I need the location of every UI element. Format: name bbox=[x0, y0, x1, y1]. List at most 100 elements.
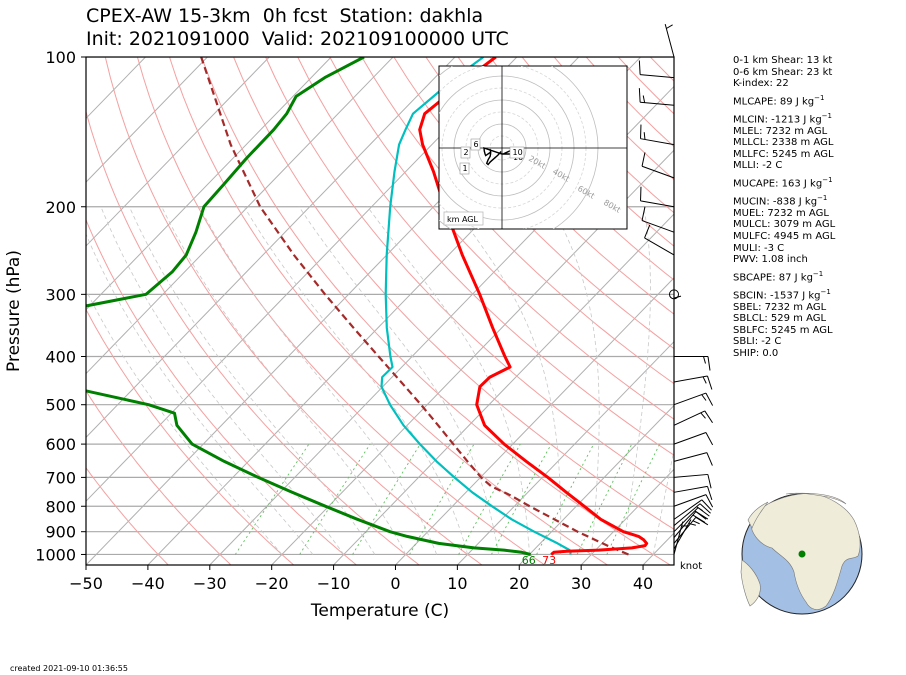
wind-barb-full bbox=[705, 432, 714, 446]
y-tick-label: 1000 bbox=[35, 545, 76, 564]
wind-barb-staff bbox=[641, 220, 675, 233]
wind-barb-staff bbox=[673, 431, 707, 445]
mixing-ratio-line bbox=[491, 443, 552, 555]
hodograph-inset: 1020kt40kt60kt80kt12610km AGL bbox=[438, 65, 628, 230]
x-tick-label: −30 bbox=[193, 574, 227, 593]
wind-barb bbox=[673, 503, 711, 526]
chart-title-line2: Init: 2021091000 Valid: 202109100000 UTC bbox=[86, 28, 509, 50]
wind-barb-full bbox=[705, 494, 714, 508]
stability-indices: 0-1 km Shear: 13 kt 0-6 km Shear: 23 kt K-… bbox=[733, 55, 835, 360]
x-tick-label: 0 bbox=[390, 574, 400, 593]
isotherm-line bbox=[86, 57, 456, 439]
index-item: MUEL: 7232 m AGL bbox=[733, 207, 829, 219]
wind-barb bbox=[638, 88, 675, 106]
wind-barb bbox=[673, 499, 712, 520]
dewpoint-profile bbox=[86, 57, 532, 556]
wind-barb-full bbox=[641, 206, 646, 221]
y-tick-label: 700 bbox=[45, 468, 76, 487]
wind-barb-half bbox=[701, 394, 707, 401]
x-tick-label: 10 bbox=[447, 574, 467, 593]
index-item: MULI: -3 C bbox=[733, 242, 785, 254]
wind-barb-staff bbox=[673, 485, 708, 493]
index-item: MLCIN: -1213 J kg−1 bbox=[733, 111, 832, 126]
moist-adiabat bbox=[652, 448, 674, 555]
wind-barb-calm bbox=[669, 289, 679, 300]
wind-barb-staff bbox=[664, 24, 675, 58]
wind-barb-full bbox=[707, 356, 711, 371]
hodograph-frame bbox=[438, 65, 628, 230]
x-tick-label: −20 bbox=[255, 574, 289, 593]
wind-barb-full bbox=[707, 375, 713, 390]
created-timestamp: created 2021-09-10 01:36:55 bbox=[10, 664, 128, 673]
isotherm-line bbox=[271, 149, 674, 565]
isotherm-line bbox=[86, 57, 394, 375]
moist-adiabat bbox=[129, 206, 376, 555]
hodograph-height-box bbox=[460, 146, 471, 159]
moist-adiabat bbox=[452, 206, 562, 555]
dry-adiabat bbox=[425, 57, 674, 315]
isotherm-line bbox=[86, 57, 332, 311]
x-tick-label: −40 bbox=[131, 574, 165, 593]
wind-barb-staff bbox=[640, 200, 675, 208]
wind-barb-staff bbox=[673, 392, 707, 406]
wind-barb-staff bbox=[673, 517, 697, 544]
wind-barb-full bbox=[705, 392, 714, 406]
moist-adiabat bbox=[367, 206, 530, 555]
dry-adiabat bbox=[86, 218, 357, 565]
wind-barb-staff bbox=[673, 494, 707, 507]
index-item: MUCAPE: 163 J kg−1 bbox=[733, 176, 833, 190]
wind-barb-half bbox=[643, 132, 646, 140]
moist-adiabat bbox=[161, 206, 407, 555]
dry-adiabat bbox=[329, 57, 674, 420]
hodograph-height-label: 2 bbox=[464, 148, 469, 157]
index-item: PWV: 1.08 inch bbox=[733, 254, 808, 266]
wind-barb-half bbox=[700, 412, 706, 419]
wind-barb-staff bbox=[640, 74, 675, 79]
hodograph-height-label: 10 bbox=[513, 148, 523, 157]
dry-adiabat bbox=[233, 57, 674, 530]
wind-barb-half bbox=[666, 24, 673, 29]
x-tick-label: 40 bbox=[633, 574, 653, 593]
isotherm-line bbox=[518, 404, 674, 565]
x-tick-label: −50 bbox=[69, 574, 103, 593]
y-tick-label: 200 bbox=[45, 198, 76, 217]
y-tick-label: 400 bbox=[45, 348, 76, 367]
wind-barb-staff bbox=[673, 503, 701, 526]
index-item: 0-6 km Shear: 23 kt bbox=[733, 66, 833, 78]
wind-barb-full bbox=[694, 510, 707, 520]
wind-barb-staff bbox=[673, 507, 699, 533]
dry-adiabat bbox=[169, 57, 608, 565]
dry-adiabat bbox=[86, 390, 232, 565]
wind-barb bbox=[644, 224, 675, 256]
isotherm-line bbox=[457, 340, 674, 565]
wind-barb bbox=[673, 410, 713, 426]
wind-barb-full bbox=[638, 88, 641, 103]
index-item: MLLFC: 5245 m AGL bbox=[733, 148, 834, 160]
dry-adiabat bbox=[86, 109, 420, 565]
wind-barb-full bbox=[704, 410, 713, 424]
mixing-ratio-line bbox=[234, 443, 310, 555]
index-item: SHIP: 0.0 bbox=[733, 348, 779, 360]
hodograph-height-label: 1 bbox=[463, 164, 468, 173]
wind-barb-full bbox=[644, 224, 651, 239]
wind-barb-full bbox=[638, 60, 641, 75]
index-item: MLLI: -2 C bbox=[733, 160, 783, 172]
index-item: SBLI: -2 C bbox=[733, 336, 782, 348]
dry-adiabat bbox=[297, 57, 674, 456]
y-tick-label: 300 bbox=[45, 285, 76, 304]
isotherm-line bbox=[86, 57, 270, 247]
index-item: MULCL: 3079 m AGL bbox=[733, 219, 836, 231]
wind-barb bbox=[673, 473, 712, 489]
wind-barb bbox=[640, 124, 675, 146]
wind-barb-full bbox=[692, 514, 706, 523]
moist-adiabat bbox=[551, 206, 600, 555]
wind-barb bbox=[673, 375, 713, 390]
y-tick-label: 600 bbox=[45, 435, 76, 454]
hodograph-legend: km AGL bbox=[447, 215, 479, 224]
dry-adiabat bbox=[265, 57, 674, 493]
wind-barb bbox=[641, 206, 675, 233]
index-item: MLEL: 7232 m AGL bbox=[733, 125, 828, 137]
wind-barb-staff bbox=[640, 138, 675, 146]
globe-locator bbox=[740, 492, 863, 615]
